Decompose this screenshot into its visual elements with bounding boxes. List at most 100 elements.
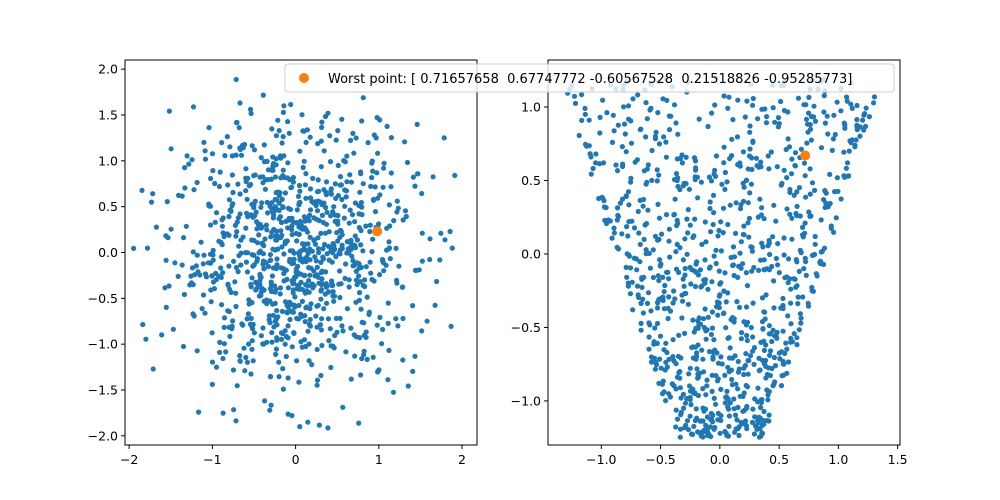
scatter-point [337, 294, 343, 301]
scatter-point [342, 159, 348, 165]
scatter-point [744, 332, 750, 339]
scatter-point [343, 349, 349, 355]
scatter-point [311, 200, 317, 206]
scatter-point [273, 205, 279, 211]
scatter-point [210, 247, 216, 253]
scatter-point [635, 292, 641, 298]
scatter-point [679, 160, 686, 166]
scatter-point [827, 200, 833, 207]
scatter-point [276, 200, 282, 206]
scatter-point [774, 164, 780, 170]
scatter-point [369, 249, 375, 255]
scatter-point [424, 318, 430, 324]
scatter-point [261, 243, 267, 249]
scatter-point [280, 386, 286, 392]
scatter-point [251, 147, 258, 153]
scatter-point [758, 404, 764, 411]
scatter-point [380, 326, 386, 333]
scatter-point [367, 228, 373, 235]
scatter-point [713, 401, 719, 407]
scatter-point [626, 202, 632, 208]
scatter-point [800, 294, 806, 300]
scatter-point [233, 233, 239, 239]
scatter-point [323, 189, 329, 195]
scatter-point [624, 274, 630, 280]
scatter-point [625, 103, 632, 109]
scatter-point [695, 325, 701, 331]
scatter-point [662, 282, 668, 289]
scatter-point [809, 252, 816, 258]
scatter-point [643, 221, 650, 227]
scatter-point [675, 353, 682, 359]
scatter-point [800, 224, 806, 230]
scatter-point [249, 252, 255, 258]
scatter-point [626, 252, 632, 258]
scatter-point [351, 150, 357, 156]
scatter-point [229, 172, 235, 178]
scatter-point [803, 116, 810, 122]
scatter-point [377, 272, 383, 278]
scatter-point [692, 216, 698, 222]
scatter-point [380, 256, 386, 263]
scatter-point [763, 292, 769, 298]
scatter-point [249, 346, 255, 352]
scatter-point [340, 328, 346, 334]
scatter-point [737, 250, 743, 256]
right-x-axis-ticks: −1.0 −0.5 0.0 0.5 1.0 1.5 [586, 445, 908, 467]
scatter-point [316, 422, 322, 428]
scatter-point [327, 133, 333, 139]
worst-point-marker [800, 150, 811, 161]
scatter-point [691, 329, 697, 335]
scatter-point [704, 377, 710, 383]
scatter-point [253, 287, 259, 293]
scatter-point [709, 388, 715, 394]
scatter-point [806, 110, 812, 116]
scatter-point [361, 348, 367, 354]
scatter-point [650, 247, 656, 253]
scatter-point [792, 276, 798, 282]
scatter-point [665, 315, 671, 322]
scatter-point [270, 312, 276, 318]
scatter-point [231, 258, 237, 264]
scatter-point [738, 336, 745, 342]
scatter-point [766, 323, 773, 329]
scatter-point [755, 116, 761, 122]
scatter-point [760, 244, 766, 250]
scatter-point [279, 244, 285, 250]
scatter-point [243, 179, 249, 185]
scatter-point [638, 320, 644, 326]
scatter-point [639, 275, 645, 281]
scatter-point [813, 271, 819, 277]
scatter-point [754, 426, 760, 432]
scatter-point [702, 280, 708, 286]
scatter-point [148, 199, 155, 205]
scatter-point [803, 194, 809, 200]
scatter-point [821, 261, 827, 267]
scatter-point [702, 406, 709, 412]
scatter-point [748, 181, 755, 187]
scatter-point [289, 278, 295, 284]
y-tick-label: −1.5 [88, 383, 118, 398]
scatter-point [324, 283, 330, 289]
scatter-point [640, 296, 646, 302]
scatter-point [622, 131, 628, 137]
scatter-point [370, 354, 376, 360]
scatter-point [743, 382, 749, 389]
scatter-point [691, 233, 697, 239]
scatter-point [206, 201, 212, 207]
scatter-point [676, 332, 682, 338]
scatter-point [729, 382, 736, 388]
scatter-point [313, 258, 319, 264]
scatter-point [792, 150, 799, 156]
scatter-point [720, 230, 726, 236]
scatter-point [427, 256, 433, 263]
scatter-point [637, 259, 643, 265]
scatter-point [302, 319, 308, 325]
scatter-point [209, 151, 216, 157]
scatter-point [352, 200, 358, 206]
scatter-point [700, 356, 706, 362]
scatter-point [731, 319, 737, 325]
scatter-point [337, 315, 343, 321]
scatter-point [750, 300, 756, 306]
scatter-point [692, 268, 698, 274]
